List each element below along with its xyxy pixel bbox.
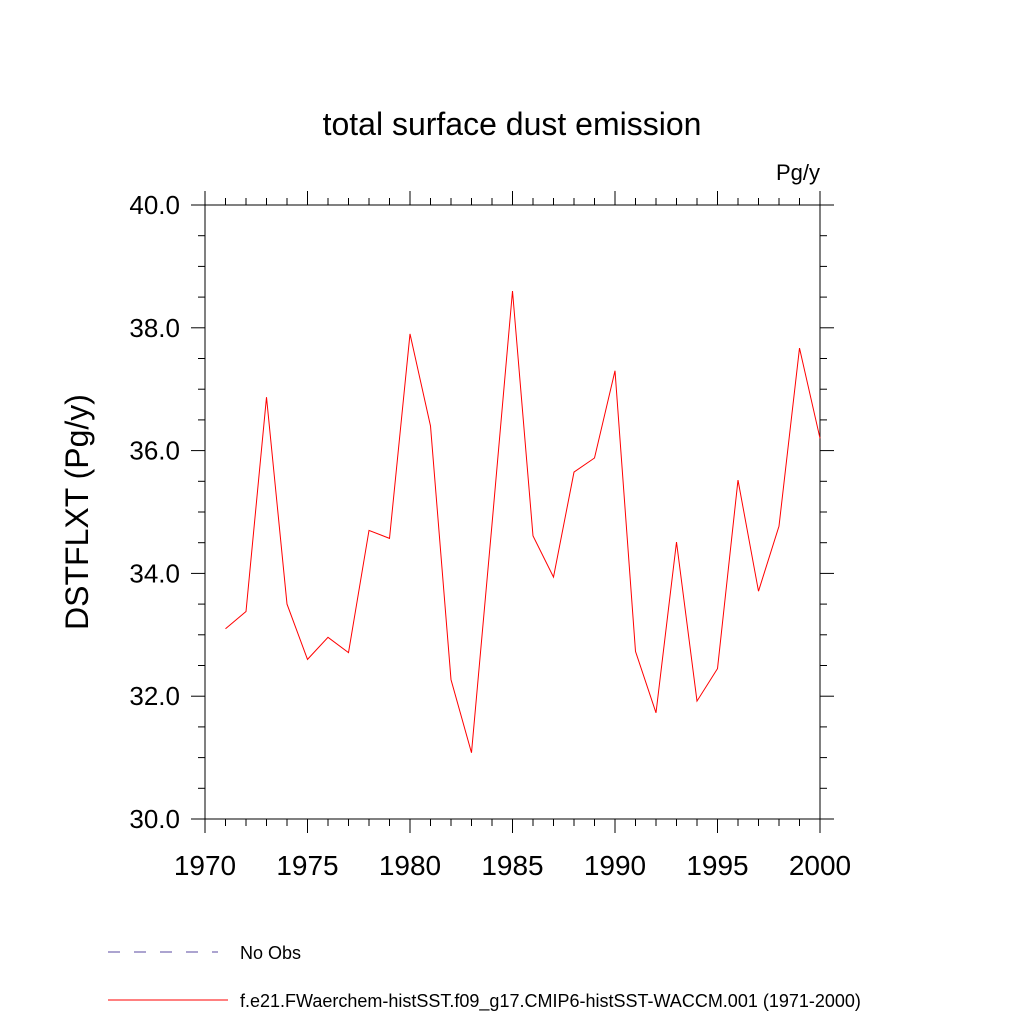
- chart-title: total surface dust emission: [323, 106, 702, 142]
- y-tick-label: 30.0: [129, 804, 180, 834]
- y-axis-label: DSTFLXT (Pg/y): [59, 394, 95, 630]
- series-line: [225, 290, 821, 753]
- y-tick-label: 38.0: [129, 313, 180, 343]
- axis-ticks: [191, 191, 834, 833]
- y-tick-label: 32.0: [129, 681, 180, 711]
- y-tick-label: 36.0: [129, 436, 180, 466]
- x-tick-label: 1990: [584, 850, 646, 881]
- x-tick-label: 1980: [379, 850, 441, 881]
- x-tick-label: 1975: [276, 850, 338, 881]
- y-tick-label: 40.0: [129, 190, 180, 220]
- x-tick-label: 1970: [174, 850, 236, 881]
- units-label: Pg/y: [776, 160, 820, 185]
- legend: No Obs f.e21.FWaerchem-histSST.f09_g17.C…: [108, 943, 861, 1012]
- legend-label-no-obs: No Obs: [240, 943, 301, 963]
- axis-tick-labels: 1970 1975 1980 1985 1990 1995 2000 30.0 32.0 34.0…: [129, 190, 851, 881]
- legend-label-model: f.e21.FWaerchem-histSST.f09_g17.CMIP6-hi…: [240, 991, 861, 1012]
- x-tick-label: 1995: [686, 850, 748, 881]
- plot-frame: [204, 204, 821, 820]
- x-tick-label: 2000: [789, 850, 851, 881]
- x-tick-label: 1985: [481, 850, 543, 881]
- y-tick-label: 34.0: [129, 558, 180, 588]
- series-layer: [225, 290, 821, 753]
